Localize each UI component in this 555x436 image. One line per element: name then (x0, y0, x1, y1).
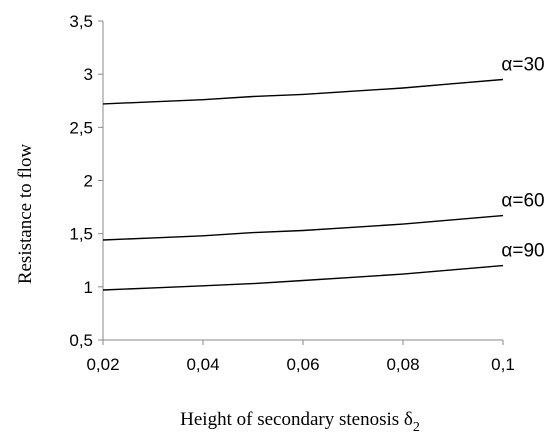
x-tick-label: 0,06 (286, 355, 319, 374)
x-tick-label: 0,08 (386, 355, 419, 374)
series-label-1: α=30 (501, 54, 544, 75)
y-tick-label: 2,5 (69, 118, 93, 137)
y-tick-label: 3,5 (69, 12, 93, 31)
series-line-2 (102, 214, 504, 241)
x-axis-title-subscript: 2 (413, 420, 420, 435)
y-tick-label: 1,5 (69, 225, 93, 244)
y-tick-label: 3 (84, 65, 93, 84)
series-line-3 (102, 264, 504, 291)
series-label-3: α=90 (501, 241, 544, 262)
y-tick-label: 2 (84, 172, 93, 191)
y-tick-label: 1 (84, 278, 93, 297)
x-tick-label: 0,02 (86, 355, 119, 374)
x-tick-label: 0,1 (491, 355, 515, 374)
y-axis-title: Resistance to flow (15, 144, 36, 285)
x-axis-title: Height of secondary stenosis δ2 (180, 409, 420, 435)
series-line-1 (102, 78, 504, 105)
x-tick-label: 0,04 (186, 355, 219, 374)
axes (98, 20, 504, 345)
series-lines (102, 78, 504, 291)
series-label-2: α=60 (501, 191, 544, 212)
series-labels: α=30 α=60 α=90 (501, 54, 544, 261)
y-axis-tick-labels: 0,5 1 1,5 2 2,5 3 3,5 (69, 12, 93, 350)
x-axis-tick-labels: 0,02 0,04 0,06 0,08 0,1 (86, 355, 514, 374)
y-tick-label: 0,5 (69, 331, 93, 350)
x-axis-title-main: Height of secondary stenosis δ (180, 409, 413, 430)
